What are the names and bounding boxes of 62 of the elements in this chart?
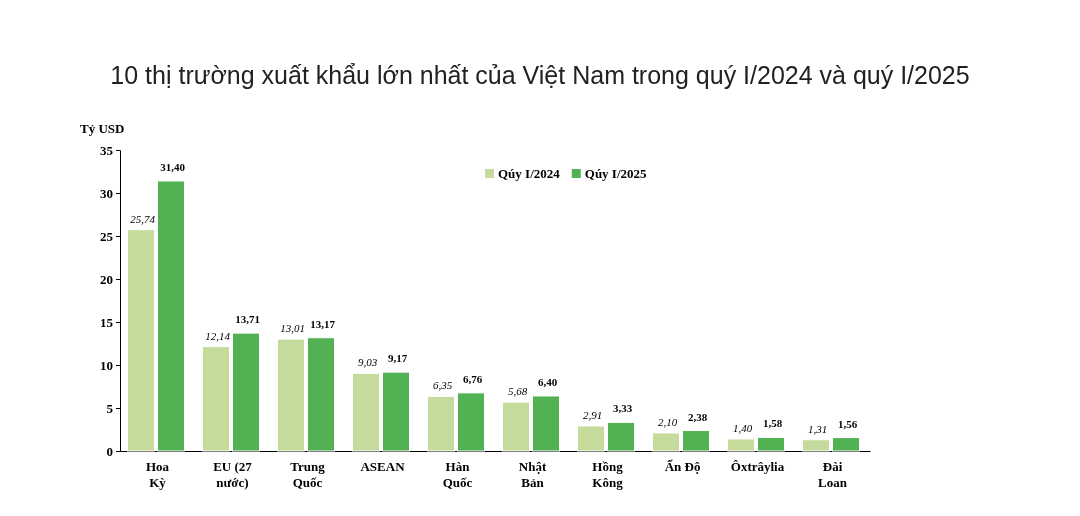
bar: [307, 337, 335, 452]
data-label: 1,56: [837, 417, 858, 430]
bar: [157, 180, 185, 452]
bar: [202, 346, 230, 452]
data-label: 6,76: [462, 372, 483, 385]
y-tick-label: 5: [106, 400, 114, 416]
data-label: 6,35: [432, 379, 453, 392]
bar: [652, 432, 680, 452]
x-tick-label: Trung Quốc: [290, 459, 326, 490]
bar: [457, 392, 485, 452]
x-tick-label: ASEAN: [360, 459, 406, 474]
data-label: 3,33: [612, 402, 633, 415]
bar: [832, 437, 860, 452]
y-tick-label: 20: [100, 271, 113, 287]
bar: [502, 401, 530, 452]
x-tick-label: Đài Loan: [818, 459, 848, 490]
bar: [382, 371, 410, 452]
data-label: 12,14: [205, 329, 231, 342]
bar: [532, 395, 560, 452]
data-label: 31,40: [160, 160, 186, 173]
legend-label: Qúy I/2024: [498, 166, 561, 181]
x-tick-label: Hoa Kỳ: [145, 459, 170, 490]
bar: [577, 425, 605, 452]
bar: [682, 430, 710, 452]
data-label: 2,91: [582, 408, 603, 421]
bar: [277, 338, 305, 452]
bar: [802, 439, 830, 452]
bar: [427, 395, 455, 452]
y-tick-label: 35: [100, 142, 114, 158]
data-label: 1,40: [732, 421, 753, 434]
data-label: 1,31: [807, 422, 828, 435]
data-label: 9,03: [357, 356, 378, 369]
y-tick-label: 0: [106, 443, 113, 459]
legend-label: Qúy I/2025: [584, 166, 648, 181]
data-label: 25,74: [130, 212, 156, 225]
x-tick-label: Ôxtrâylia: [730, 459, 785, 474]
chart-title: 10 thị trường xuất khẩu lớn nhất của Việt Nam trong quý I/2024 và quý I/2025: [110, 61, 970, 89]
y-tick-label: 10: [100, 357, 113, 373]
data-label: 9,17: [387, 352, 408, 365]
bar: [757, 436, 785, 452]
data-label: 13,17: [310, 317, 336, 330]
y-tick-label: 25: [100, 228, 114, 244]
data-label: 6,40: [537, 375, 558, 388]
data-label: 13,71: [235, 313, 260, 326]
bar: [727, 438, 755, 452]
bar: [352, 372, 380, 452]
y-axis-title: Tỷ USD: [80, 121, 125, 136]
data-label: 13,01: [280, 322, 305, 335]
x-tick-label: Hồng Kông: [592, 459, 624, 490]
data-label: 2,10: [657, 415, 678, 428]
y-tick-label: 15: [100, 314, 114, 330]
data-label: 2,38: [687, 410, 708, 423]
x-tick-label: Hàn Quốc: [442, 459, 473, 490]
bar: [232, 332, 260, 452]
y-tick-label: 30: [100, 185, 113, 201]
data-label: 5,68: [507, 385, 528, 398]
x-tick-label: EU (27 nước): [213, 459, 253, 490]
bar: [607, 421, 635, 452]
x-tick-label: Ấn Độ: [664, 459, 701, 474]
bar: [127, 229, 155, 452]
data-label: 1,58: [762, 417, 783, 430]
x-tick-label: Nhật Bản: [518, 459, 547, 490]
